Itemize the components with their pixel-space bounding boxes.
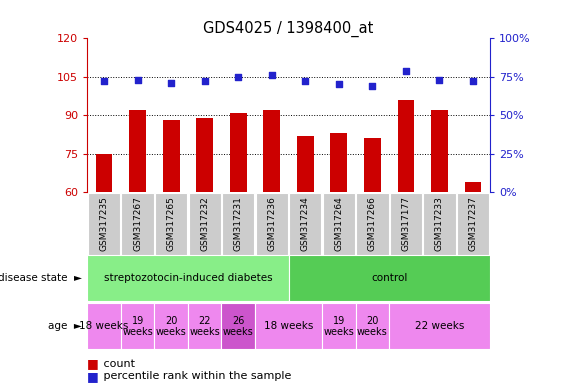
Bar	[189, 193, 221, 255]
Bar	[96, 154, 113, 192]
Text: GSM317177: GSM317177	[401, 196, 410, 251]
Bar	[356, 193, 388, 255]
Bar	[122, 193, 154, 255]
Text: 19
weeks: 19 weeks	[324, 316, 354, 337]
Text: GSM317233: GSM317233	[435, 196, 444, 251]
Text: age  ►: age ►	[48, 321, 82, 331]
Text: GSM317231: GSM317231	[234, 196, 243, 251]
Text: disease state  ►: disease state ►	[0, 273, 82, 283]
Point	[267, 72, 276, 78]
Bar	[87, 255, 289, 301]
Bar	[289, 193, 321, 255]
Text: GSM317267: GSM317267	[133, 196, 142, 251]
Bar	[121, 303, 154, 349]
Point	[234, 74, 243, 80]
Bar	[196, 118, 213, 192]
Text: GSM317236: GSM317236	[267, 196, 276, 251]
Bar	[222, 193, 254, 255]
Bar	[330, 133, 347, 192]
Bar	[431, 110, 448, 192]
Bar	[163, 120, 180, 192]
Text: GSM317265: GSM317265	[167, 196, 176, 251]
Text: GSM317264: GSM317264	[334, 196, 343, 251]
Point	[401, 68, 410, 74]
Text: GSM317237: GSM317237	[468, 196, 477, 251]
Point	[167, 80, 176, 86]
Bar	[323, 193, 355, 255]
Text: control: control	[371, 273, 408, 283]
Text: count: count	[100, 359, 135, 369]
Bar	[230, 113, 247, 192]
Bar	[457, 193, 489, 255]
Bar	[88, 193, 120, 255]
Text: ■: ■	[87, 357, 99, 370]
Bar	[389, 303, 490, 349]
Point	[100, 78, 109, 84]
Bar	[289, 255, 490, 301]
Bar	[129, 110, 146, 192]
Text: 18 weeks: 18 weeks	[79, 321, 129, 331]
Bar	[297, 136, 314, 192]
Bar	[87, 303, 121, 349]
Point	[334, 81, 343, 88]
Text: 22 weeks: 22 weeks	[415, 321, 464, 331]
Text: streptozotocin-induced diabetes: streptozotocin-induced diabetes	[104, 273, 272, 283]
Text: 22
weeks: 22 weeks	[189, 316, 220, 337]
Bar	[155, 193, 187, 255]
Text: 19
weeks: 19 weeks	[122, 316, 153, 337]
Text: 18 weeks: 18 weeks	[264, 321, 313, 331]
Bar	[364, 138, 381, 192]
Point	[435, 77, 444, 83]
Bar	[154, 303, 188, 349]
Point	[368, 83, 377, 89]
Bar	[356, 303, 389, 349]
Bar	[221, 303, 255, 349]
Bar	[423, 193, 455, 255]
Point	[200, 78, 209, 84]
Bar	[464, 182, 481, 192]
Text: GSM317235: GSM317235	[100, 196, 109, 251]
Bar	[188, 303, 221, 349]
Text: GSM317232: GSM317232	[200, 196, 209, 251]
Text: GSM317266: GSM317266	[368, 196, 377, 251]
Bar	[397, 100, 414, 192]
Text: 20
weeks: 20 weeks	[156, 316, 186, 337]
Bar	[255, 303, 322, 349]
Text: GSM317234: GSM317234	[301, 196, 310, 251]
Text: percentile rank within the sample: percentile rank within the sample	[100, 371, 291, 381]
Bar	[390, 193, 422, 255]
Text: 20
weeks: 20 weeks	[357, 316, 388, 337]
Text: 26
weeks: 26 weeks	[223, 316, 253, 337]
Point	[133, 77, 142, 83]
Bar	[322, 303, 356, 349]
Bar	[256, 193, 288, 255]
Point	[301, 78, 310, 84]
Text: ■: ■	[87, 370, 99, 383]
Bar	[263, 110, 280, 192]
Title: GDS4025 / 1398400_at: GDS4025 / 1398400_at	[203, 21, 374, 37]
Point	[468, 78, 477, 84]
